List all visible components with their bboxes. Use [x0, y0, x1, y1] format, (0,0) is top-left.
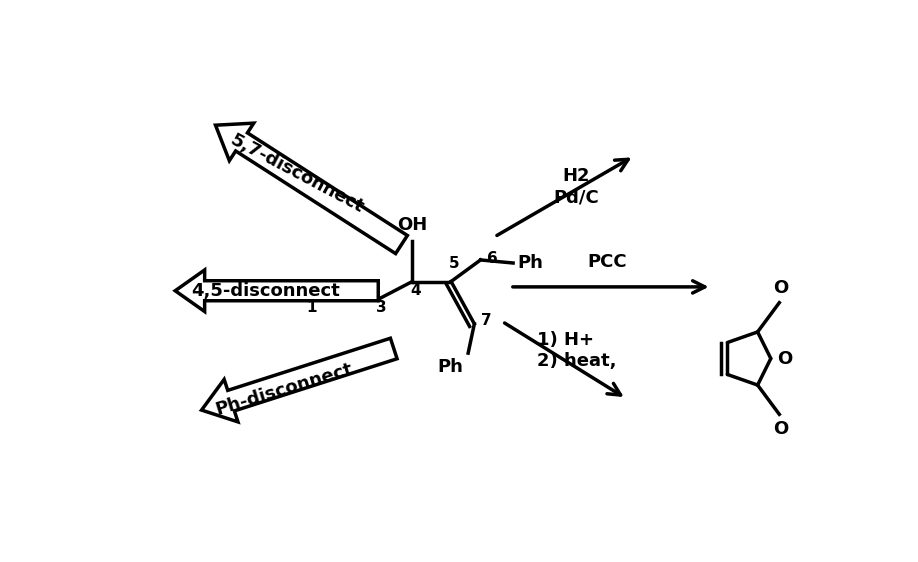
Text: Ph-disconnect: Ph-disconnect	[213, 360, 354, 419]
Text: 4: 4	[410, 283, 420, 298]
Text: 7: 7	[480, 314, 491, 328]
Text: Ph: Ph	[518, 254, 543, 272]
Polygon shape	[175, 270, 378, 311]
Polygon shape	[202, 338, 397, 422]
Text: 1: 1	[307, 300, 317, 315]
Text: 2: 2	[343, 283, 354, 298]
Text: 5,7-disconnect: 5,7-disconnect	[227, 131, 367, 216]
Text: O: O	[777, 350, 792, 368]
Text: H2
Pd/C: H2 Pd/C	[553, 167, 599, 206]
Text: 5: 5	[449, 256, 460, 271]
Text: 6: 6	[487, 251, 498, 266]
Text: 1) H+
2) heat,: 1) H+ 2) heat,	[537, 332, 617, 370]
Text: 3: 3	[376, 300, 386, 315]
Text: OH: OH	[397, 216, 428, 234]
Text: O: O	[773, 420, 789, 438]
Text: O: O	[773, 279, 789, 297]
Text: 4,5-disconnect: 4,5-disconnect	[192, 282, 341, 300]
Text: PCC: PCC	[588, 253, 627, 271]
Polygon shape	[216, 123, 408, 253]
Text: Ph: Ph	[438, 358, 464, 376]
